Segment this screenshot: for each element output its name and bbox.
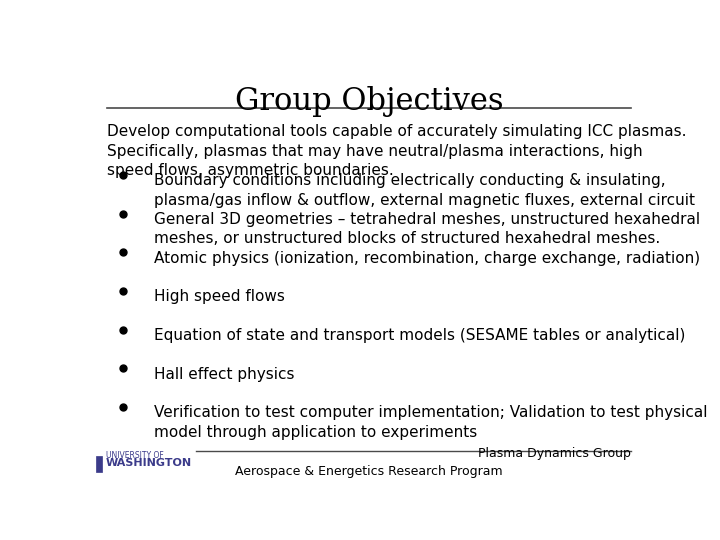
Text: UNIVERSITY OF: UNIVERSITY OF [106,451,163,460]
Text: Atomic physics (ionization, recombination, charge exchange, radiation): Atomic physics (ionization, recombinatio… [154,251,701,266]
FancyBboxPatch shape [96,456,102,472]
Text: Group Objectives: Group Objectives [235,85,503,117]
Text: General 3D geometries – tetrahedral meshes, unstructured hexahedral
meshes, or u: General 3D geometries – tetrahedral mesh… [154,212,701,246]
Text: High speed flows: High speed flows [154,289,285,305]
Text: WASHINGTON: WASHINGTON [106,458,192,468]
Text: Equation of state and transport models (SESAME tables or analytical): Equation of state and transport models (… [154,328,685,343]
Text: Verification to test computer implementation; Validation to test physical
model : Verification to test computer implementa… [154,406,708,440]
Text: Develop computational tools capable of accurately simulating ICC plasmas.
Specif: Develop computational tools capable of a… [107,124,686,178]
Text: Hall effect physics: Hall effect physics [154,367,294,382]
Text: Boundary conditions including electrically conducting & insulating,
plasma/gas i: Boundary conditions including electrical… [154,173,696,207]
Text: Plasma Dynamics Group: Plasma Dynamics Group [478,447,631,460]
Text: Aerospace & Energetics Research Program: Aerospace & Energetics Research Program [235,465,503,478]
